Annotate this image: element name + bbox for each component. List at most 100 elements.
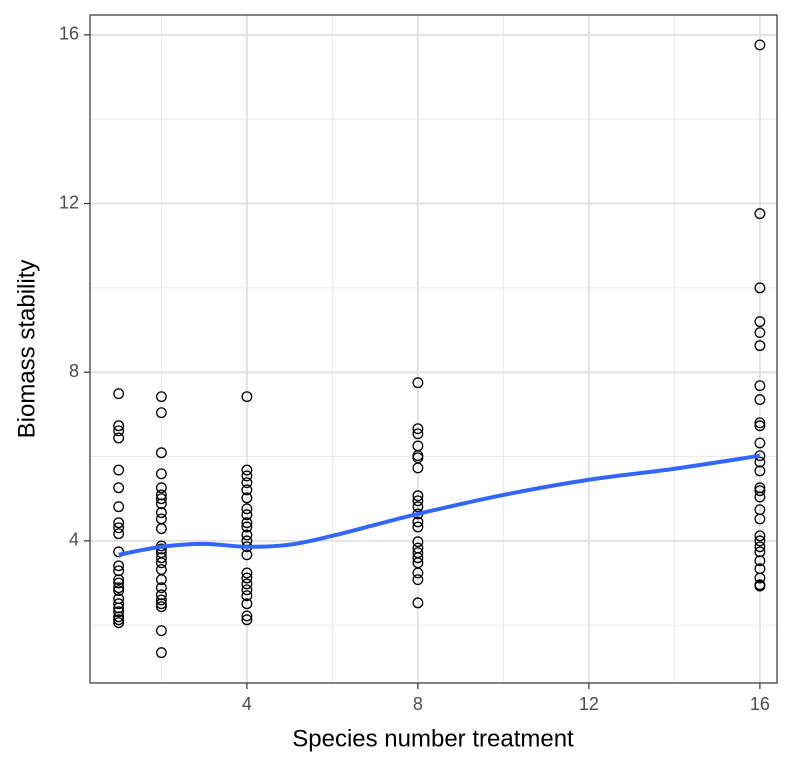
point <box>155 582 167 594</box>
point <box>754 437 766 449</box>
point <box>241 610 253 622</box>
point <box>754 208 766 220</box>
point <box>155 482 167 494</box>
point <box>412 536 424 548</box>
y-tick-label: 4 <box>69 530 79 550</box>
y-axis-label: Biomass stability <box>13 260 40 439</box>
point <box>241 477 253 489</box>
point <box>754 485 766 497</box>
point <box>241 598 253 610</box>
point <box>241 391 253 403</box>
point <box>241 492 253 504</box>
point <box>754 546 766 558</box>
point <box>113 585 125 597</box>
point <box>155 498 167 510</box>
point <box>113 528 125 540</box>
point <box>241 503 253 515</box>
point <box>113 565 125 577</box>
point <box>155 625 167 637</box>
point <box>241 614 253 626</box>
point <box>241 484 253 496</box>
point <box>241 521 253 533</box>
point <box>754 327 766 339</box>
point <box>113 598 125 610</box>
point <box>113 617 125 629</box>
point <box>241 529 253 541</box>
point <box>241 470 253 482</box>
point <box>241 517 253 529</box>
point <box>113 420 125 432</box>
x-tick-label: 12 <box>579 694 599 714</box>
point <box>155 523 167 535</box>
point <box>412 516 424 528</box>
point <box>754 316 766 328</box>
point <box>754 420 766 432</box>
point <box>754 535 766 547</box>
y-tick-label: 8 <box>69 361 79 381</box>
point <box>754 282 766 294</box>
point <box>754 541 766 553</box>
point <box>155 552 167 564</box>
x-tick-label: 8 <box>413 694 423 714</box>
point <box>113 602 125 614</box>
point <box>412 495 424 507</box>
point <box>113 606 125 618</box>
x-tick-label: 16 <box>750 694 770 714</box>
point <box>155 574 167 586</box>
point <box>754 580 766 592</box>
point <box>412 501 424 513</box>
point <box>113 464 125 476</box>
point <box>412 423 424 435</box>
point <box>155 391 167 403</box>
point <box>754 572 766 584</box>
point <box>113 482 125 494</box>
point <box>754 465 766 477</box>
point <box>113 560 125 572</box>
point <box>113 522 125 534</box>
point <box>412 462 424 474</box>
point <box>155 489 167 501</box>
panel-border <box>89 14 778 684</box>
x-tick-label: 4 <box>242 694 252 714</box>
point <box>113 425 125 437</box>
point <box>241 549 253 561</box>
point <box>412 490 424 502</box>
point <box>155 601 167 613</box>
point <box>155 598 167 610</box>
point <box>113 388 125 400</box>
point <box>241 464 253 476</box>
point <box>155 447 167 459</box>
point <box>155 594 167 606</box>
point <box>412 552 424 564</box>
point <box>113 432 125 444</box>
point <box>412 428 424 440</box>
point <box>113 577 125 589</box>
y-tick-label: 16 <box>59 24 79 44</box>
point <box>754 39 766 51</box>
point <box>754 530 766 542</box>
point <box>155 468 167 480</box>
point <box>754 555 766 567</box>
point <box>754 380 766 392</box>
point <box>412 567 424 579</box>
point <box>113 614 125 626</box>
point <box>241 567 253 579</box>
point <box>754 417 766 429</box>
point <box>241 572 253 584</box>
point <box>754 394 766 406</box>
point <box>155 493 167 505</box>
point <box>155 507 167 519</box>
point <box>155 557 167 569</box>
point <box>412 597 424 609</box>
point <box>412 574 424 586</box>
point <box>113 501 125 513</box>
point <box>155 589 167 601</box>
point <box>241 584 253 596</box>
point <box>754 491 766 503</box>
point <box>412 521 424 533</box>
point <box>113 574 125 586</box>
point <box>155 407 167 419</box>
point <box>412 377 424 389</box>
point <box>241 509 253 521</box>
